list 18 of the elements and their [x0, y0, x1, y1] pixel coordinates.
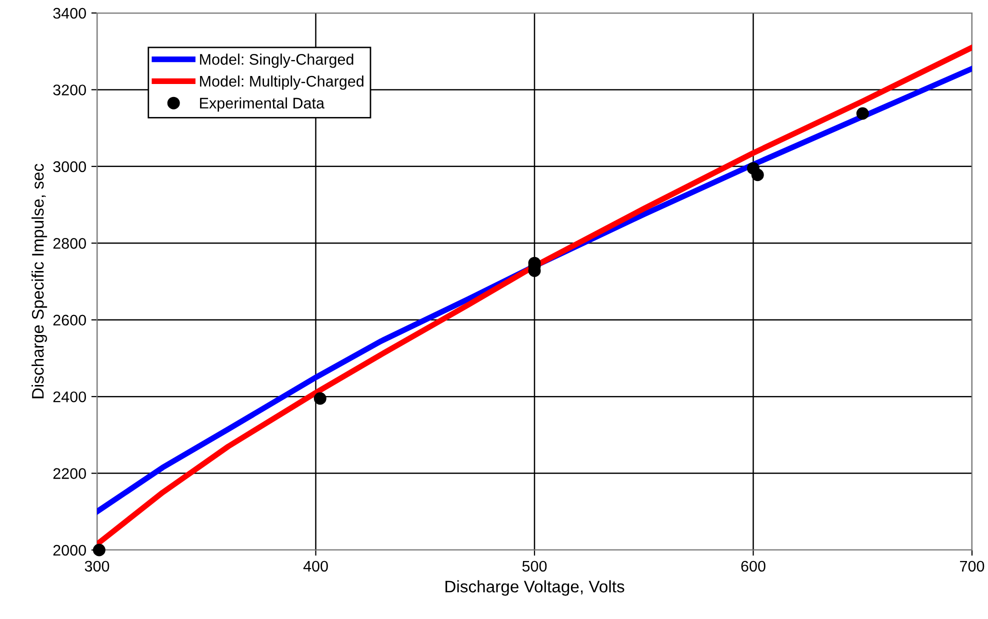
x-tick-label: 500: [522, 560, 547, 572]
y-tick-label: 2600: [53, 314, 86, 326]
y-tick-label: 3000: [53, 161, 86, 172]
y-axis-title: Discharge Specific Impulse, sec: [32, 164, 48, 398]
y-tick-label: 3200: [53, 84, 86, 96]
y-tick-label: 2400: [53, 391, 86, 402]
legend-label: Model: Multiply-Charged: [200, 75, 364, 90]
x-tick-label: 600: [741, 560, 766, 572]
y-tick-label: 2800: [53, 238, 86, 249]
y-tick-label: 3400: [53, 8, 86, 19]
x-tick-label: 400: [303, 560, 328, 572]
y-tick-label: 2200: [53, 468, 86, 479]
x-tick-label: 700: [960, 560, 984, 572]
legend-label: Model: Singly-Charged: [200, 54, 354, 68]
x-axis-title: Discharge Voltage, Volts: [446, 580, 624, 596]
legend-label: Experimental Data: [200, 97, 324, 112]
y-tick-label: 2000: [53, 544, 86, 556]
x-tick-label: 300: [84, 560, 110, 572]
